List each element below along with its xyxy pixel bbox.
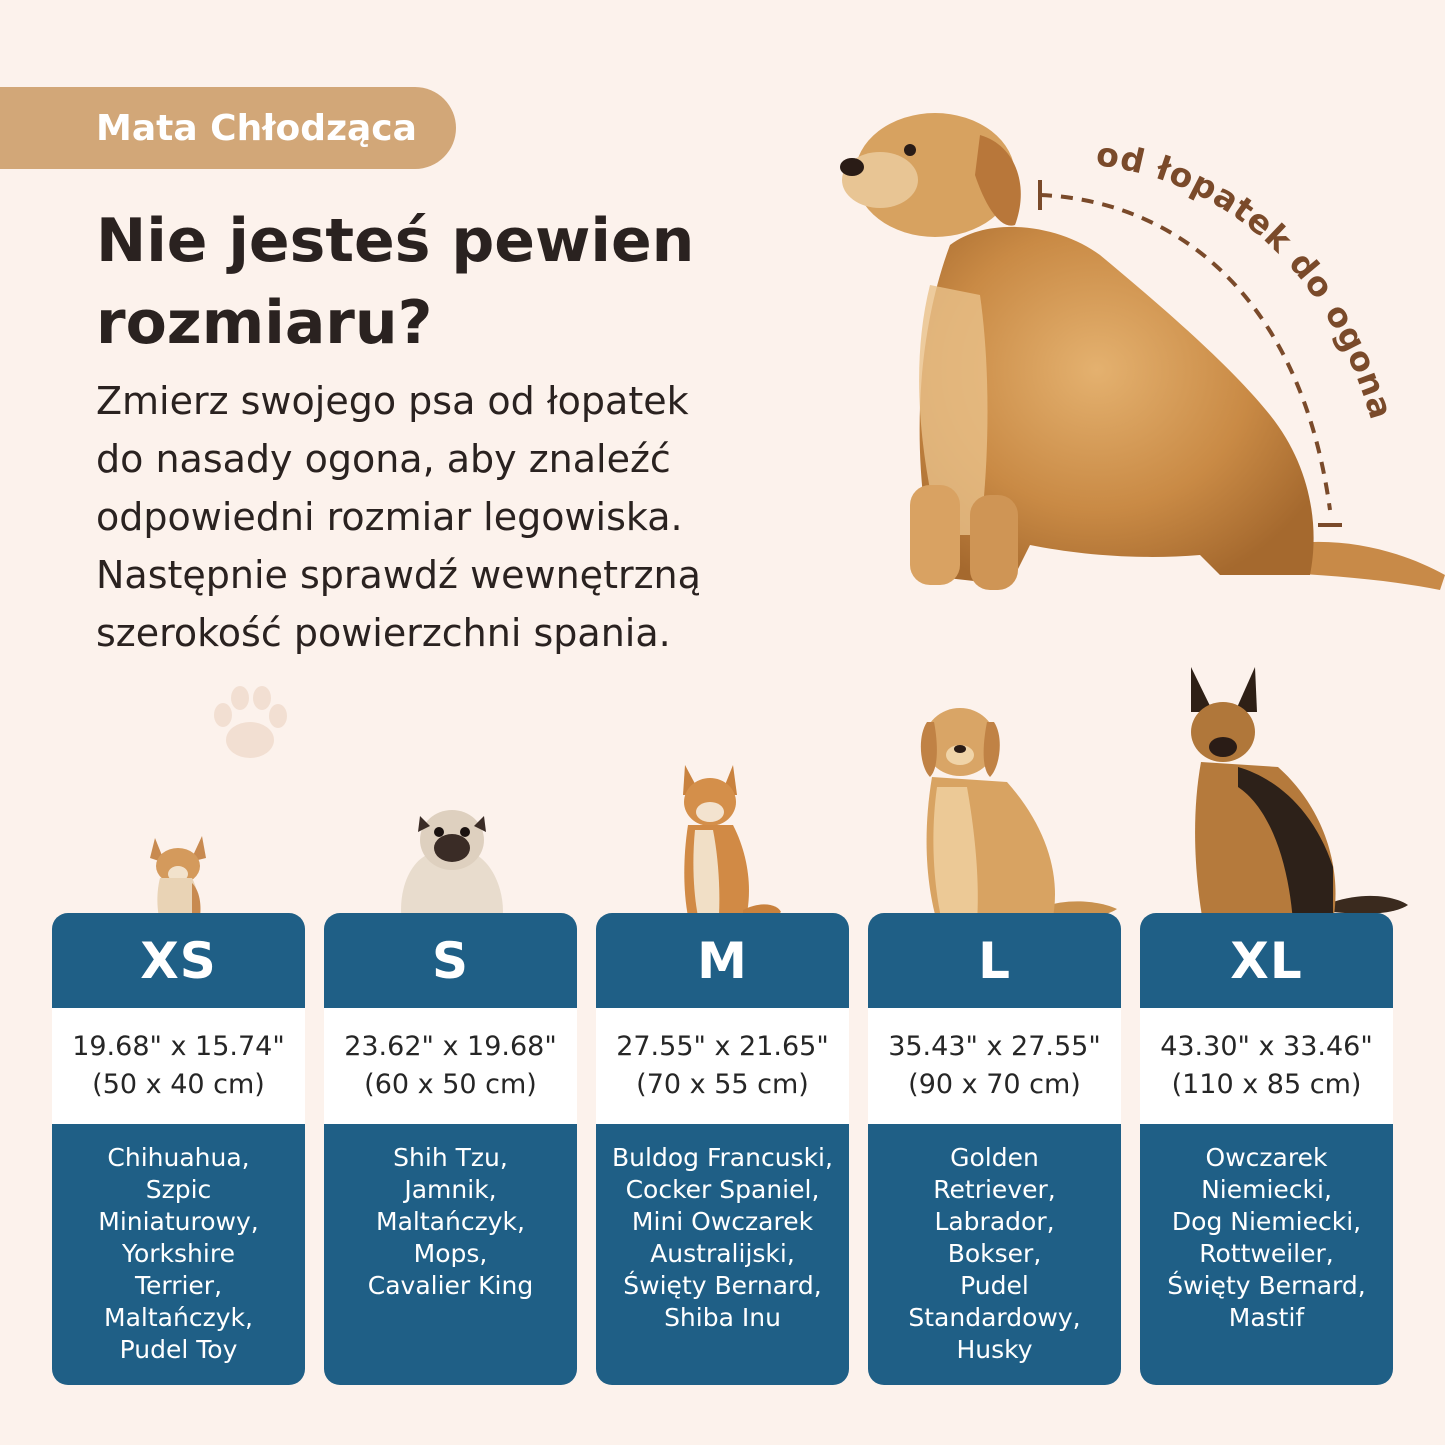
breed-line: Jamnik, bbox=[404, 1175, 497, 1204]
instruction-line: szerokość powierzchni spania. bbox=[96, 611, 671, 655]
breed-line: Mastif bbox=[1228, 1303, 1305, 1332]
instruction-line: Następnie sprawdź wewnętrzną bbox=[96, 553, 701, 597]
size-code: XL bbox=[1230, 931, 1303, 990]
badge-label: Mata Chłodząca bbox=[96, 107, 417, 149]
size-card-l: L 35.43" x 27.55" (90 x 70 cm) Golden Re… bbox=[868, 913, 1121, 1385]
breed-line: Cocker Spaniel, bbox=[625, 1175, 820, 1204]
breed-line: Miniaturowy, bbox=[98, 1207, 259, 1236]
breed-line: Szpic bbox=[145, 1175, 212, 1204]
breed-line: Pudel bbox=[960, 1271, 1029, 1300]
german-shepherd-image bbox=[1183, 667, 1408, 925]
size-code: S bbox=[431, 931, 469, 990]
size-dimensions: 23.62" x 19.68" (60 x 50 cm) bbox=[324, 1008, 577, 1124]
breed-line: Mini Owczarek bbox=[631, 1207, 814, 1236]
breed-list: Golden Retriever, Labrador, Bokser, Pude… bbox=[868, 1124, 1121, 1366]
title-line-1: Nie jesteś pewien bbox=[96, 206, 695, 276]
breed-line: Terrier, bbox=[134, 1271, 223, 1300]
size-dimensions: 43.30" x 33.46" (110 x 85 cm) bbox=[1140, 1008, 1393, 1124]
breed-line: Shiba Inu bbox=[664, 1303, 781, 1332]
title-line-2: rozmiaru? bbox=[96, 288, 433, 358]
breed-line: Australijski, bbox=[650, 1239, 795, 1268]
size-cm: (110 x 85 cm) bbox=[1171, 1069, 1362, 1100]
breed-line: Yorkshire bbox=[122, 1239, 235, 1268]
size-cm: (60 x 50 cm) bbox=[364, 1069, 537, 1100]
size-card-xs: XS 19.68" x 15.74" (50 x 40 cm) Chihuahu… bbox=[52, 913, 305, 1385]
instruction-line: odpowiedni rozmiar legowiska. bbox=[96, 495, 683, 539]
shiba-inu-image bbox=[673, 760, 783, 930]
size-card-s: S 23.62" x 19.68" (60 x 50 cm) Shih Tzu,… bbox=[324, 913, 577, 1385]
breed-line: Maltańczyk, bbox=[104, 1303, 253, 1332]
instruction-line: Zmierz swojego psa od łopatek bbox=[96, 379, 689, 423]
breed-list: Buldog Francuski, Cocker Spaniel, Mini O… bbox=[596, 1124, 849, 1334]
measure-annotation: od łopatek do ogona bbox=[1038, 140, 1400, 527]
instructions-text: Zmierz swojego psa od łopatek do nasady … bbox=[96, 372, 816, 662]
size-inches: 19.68" x 15.74" bbox=[72, 1031, 285, 1062]
instruction-line: do nasady ogona, aby znaleźć bbox=[96, 437, 671, 481]
size-dimensions: 19.68" x 15.74" (50 x 40 cm) bbox=[52, 1008, 305, 1124]
breed-line: Buldog Francuski, bbox=[612, 1143, 833, 1172]
dashed-measure-arc bbox=[1039, 193, 1332, 511]
breed-line: Rottweiler, bbox=[1199, 1239, 1334, 1268]
size-dimensions: 35.43" x 27.55" (90 x 70 cm) bbox=[868, 1008, 1121, 1124]
breed-line: Niemiecki, bbox=[1201, 1175, 1332, 1204]
golden-retriever-image bbox=[912, 697, 1117, 925]
breed-line: Mops, bbox=[413, 1239, 488, 1268]
pug-image bbox=[392, 798, 510, 928]
breed-line: Chihuahua, bbox=[107, 1143, 250, 1172]
breed-line: Retriever, bbox=[933, 1175, 1056, 1204]
size-inches: 27.55" x 21.65" bbox=[616, 1031, 829, 1062]
size-code: L bbox=[978, 931, 1011, 990]
breed-line: Labrador, bbox=[934, 1207, 1055, 1236]
size-inches: 43.30" x 33.46" bbox=[1160, 1031, 1373, 1062]
size-inches: 23.62" x 19.68" bbox=[344, 1031, 557, 1062]
page-title: Nie jesteś pewien rozmiaru? bbox=[96, 200, 816, 364]
size-cm: (50 x 40 cm) bbox=[92, 1069, 265, 1100]
size-cm: (70 x 55 cm) bbox=[636, 1069, 809, 1100]
breed-line: Golden bbox=[950, 1143, 1039, 1172]
breed-list: Chihuahua, Szpic Miniaturowy, Yorkshire … bbox=[52, 1124, 305, 1366]
paw-icon bbox=[214, 686, 287, 758]
breed-line: Standardowy, bbox=[908, 1303, 1081, 1332]
breed-line: Owczarek bbox=[1205, 1143, 1328, 1172]
breed-line: Bokser, bbox=[947, 1239, 1042, 1268]
breed-line: Święty Bernard, bbox=[1167, 1271, 1366, 1300]
breed-line: Pudel Toy bbox=[119, 1335, 238, 1364]
breed-list: Owczarek Niemiecki, Dog Niemiecki, Rottw… bbox=[1140, 1124, 1393, 1334]
breed-list: Shih Tzu, Jamnik, Maltańczyk, Mops, Cava… bbox=[324, 1124, 577, 1302]
size-card-m: M 27.55" x 21.65" (70 x 55 cm) Buldog Fr… bbox=[596, 913, 849, 1385]
breed-line: Cavalier King bbox=[367, 1271, 534, 1300]
svg-text:od łopatek do ogona: od łopatek do ogona bbox=[1094, 140, 1400, 424]
size-cm: (90 x 70 cm) bbox=[908, 1069, 1081, 1100]
hero-dog-image bbox=[840, 105, 1445, 605]
size-inches: 35.43" x 27.55" bbox=[888, 1031, 1101, 1062]
size-card-xl: XL 43.30" x 33.46" (110 x 85 cm) Owczare… bbox=[1140, 913, 1393, 1385]
size-code: M bbox=[697, 931, 748, 990]
breed-line: Shih Tzu, bbox=[393, 1143, 508, 1172]
product-badge: Mata Chłodząca bbox=[0, 87, 456, 169]
breed-line: Święty Bernard, bbox=[623, 1271, 822, 1300]
breed-line: Dog Niemiecki, bbox=[1171, 1207, 1362, 1236]
breed-line: Maltańczyk, bbox=[376, 1207, 525, 1236]
measure-label: od łopatek do ogona bbox=[1094, 140, 1400, 424]
size-code: XS bbox=[140, 931, 217, 990]
breed-line: Husky bbox=[956, 1335, 1033, 1364]
size-chart: XS 19.68" x 15.74" (50 x 40 cm) Chihuahu… bbox=[52, 913, 1393, 1385]
size-dimensions: 27.55" x 21.65" (70 x 55 cm) bbox=[596, 1008, 849, 1124]
